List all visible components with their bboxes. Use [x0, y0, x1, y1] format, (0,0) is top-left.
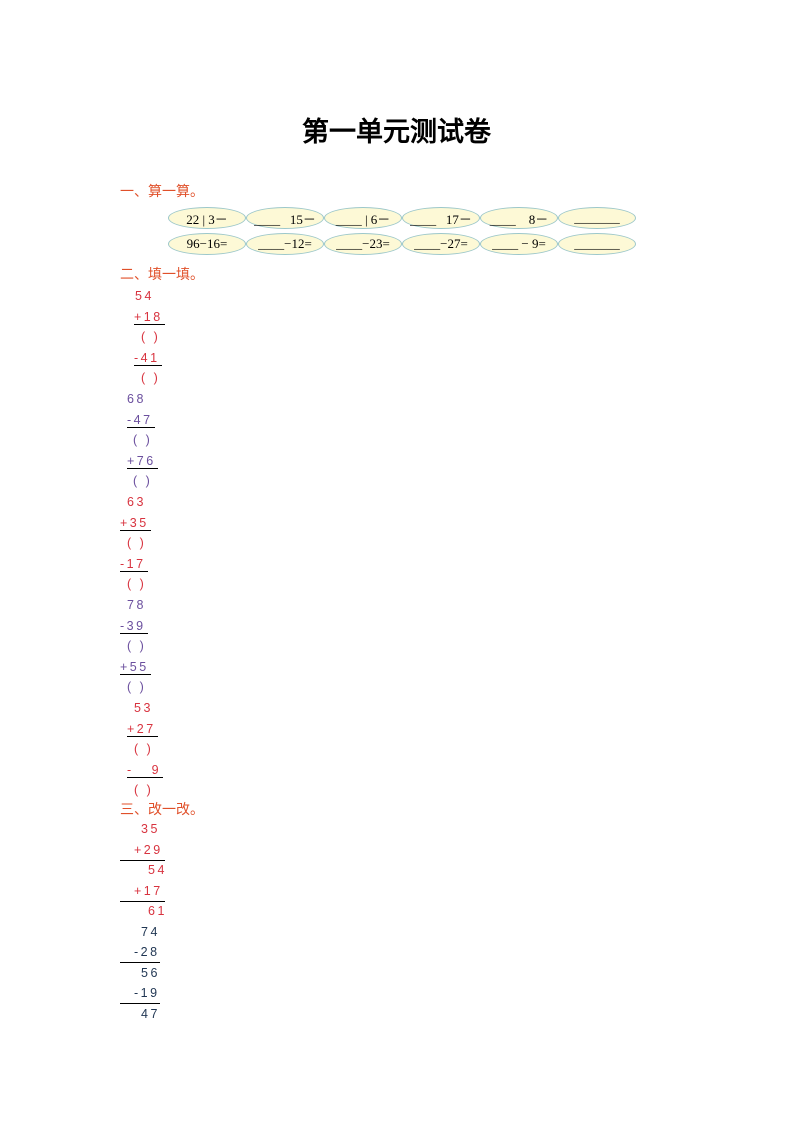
problem-line: 78 — [127, 597, 146, 613]
problem-text: -39 — [120, 618, 148, 634]
calc-row-2: 96−16= ____−12= ____−23= ____−27= ____ − 9= _… — [168, 233, 636, 255]
problem-line: +29 — [134, 842, 163, 857]
calc-oval: ____−12= — [246, 233, 324, 255]
problem-line: +18 — [134, 309, 165, 325]
problem-text: - 9 — [127, 762, 164, 778]
problem-text: +76 — [127, 453, 158, 469]
problem-text: 54 — [135, 289, 154, 303]
problem-line: 54 — [135, 288, 154, 304]
problem-line: -47 — [127, 412, 155, 428]
problem-text: ( ) — [127, 577, 147, 592]
problem-text: 68 — [127, 392, 146, 406]
problem-line: 54 — [148, 863, 167, 877]
problem-text: -47 — [127, 412, 155, 428]
problem-line: 47 — [141, 1006, 160, 1021]
problem-text: +55 — [120, 659, 151, 675]
problem-line: +27 — [127, 721, 158, 737]
calc-oval: ____ − 9= — [480, 233, 558, 255]
problem-text: ( ) — [127, 639, 147, 654]
problem-line: -41 — [134, 350, 162, 366]
problem-line: 61 — [148, 904, 167, 918]
problem-text: ( ) — [133, 433, 153, 448]
calc-oval: ____ 17－ — [402, 207, 480, 229]
calc-row-1: 22 | 3－ ____ 15－ ____ | 6－ ____ 17－ ____ 8－ _… — [168, 207, 636, 229]
calc-oval: ____ 8－ — [480, 207, 558, 229]
problem-text: ( ) — [134, 742, 154, 757]
answer-blank[interactable]: ( ) — [134, 741, 153, 757]
problem-text: +27 — [127, 721, 158, 737]
problem-text: -41 — [134, 350, 162, 366]
problem-line: -17 — [120, 556, 148, 572]
answer-blank[interactable]: ( ) — [127, 576, 146, 592]
sum-line — [120, 962, 160, 963]
problem-line: 56 — [141, 965, 160, 980]
calc-oval: ____−23= — [324, 233, 402, 255]
answer-blank[interactable]: ( ) — [127, 638, 146, 654]
answer-blank[interactable]: ( ) — [127, 679, 146, 695]
calc-oval: _______ — [558, 233, 636, 255]
answer-blank[interactable]: ( ) — [141, 370, 160, 386]
calc-oval: 96−16= — [168, 233, 246, 255]
calc-oval: ____ | 6－ — [324, 207, 402, 229]
calc-oval: 22 | 3－ — [168, 207, 246, 229]
problem-text: -17 — [120, 556, 148, 572]
answer-blank[interactable]: ( ) — [127, 535, 146, 551]
page-title: 第一单元测试卷 — [302, 117, 491, 148]
sum-line — [120, 859, 165, 861]
problem-text: 53 — [134, 701, 153, 715]
problem-text: ( ) — [133, 474, 153, 489]
problem-line: 68 — [127, 391, 146, 407]
problem-line: -39 — [120, 618, 148, 634]
problem-text: ( ) — [127, 680, 147, 695]
problem-line: +17 — [134, 883, 163, 898]
problem-line: 74 — [141, 924, 160, 939]
problem-text: +35 — [120, 515, 151, 531]
section-2-heading: 二、填一填。 — [120, 267, 204, 283]
problem-line: -19 — [134, 986, 160, 1000]
answer-blank[interactable]: ( ) — [141, 329, 160, 345]
problem-line: +55 — [120, 659, 151, 675]
problem-line: -28 — [134, 945, 160, 959]
problem-line: 35 — [141, 822, 160, 836]
problem-line: - 9 — [127, 762, 164, 778]
problem-line: +35 — [120, 515, 151, 531]
calc-oval: ____ 15－ — [246, 207, 324, 229]
answer-blank[interactable]: ( ) — [133, 473, 152, 489]
problem-text: +18 — [134, 309, 165, 325]
problem-line: +76 — [127, 453, 158, 469]
section-1-heading: 一、算一算。 — [120, 184, 204, 200]
problem-line: 53 — [134, 700, 153, 716]
problem-text: ( ) — [127, 536, 147, 551]
answer-blank[interactable]: ( ) — [133, 432, 152, 448]
calc-oval: _______ — [558, 207, 636, 229]
problem-text: 78 — [127, 598, 146, 612]
problem-text: ( ) — [141, 330, 161, 345]
problem-text: 63 — [127, 495, 146, 509]
sum-line — [120, 900, 165, 902]
answer-blank[interactable]: ( ) — [134, 782, 153, 798]
problem-text: ( ) — [141, 371, 161, 386]
sum-line — [120, 1003, 160, 1004]
section-3-heading: 三、改一改。 — [120, 802, 204, 818]
problem-line: 63 — [127, 494, 146, 510]
problem-text: ( ) — [134, 783, 154, 798]
calc-oval: ____−27= — [402, 233, 480, 255]
